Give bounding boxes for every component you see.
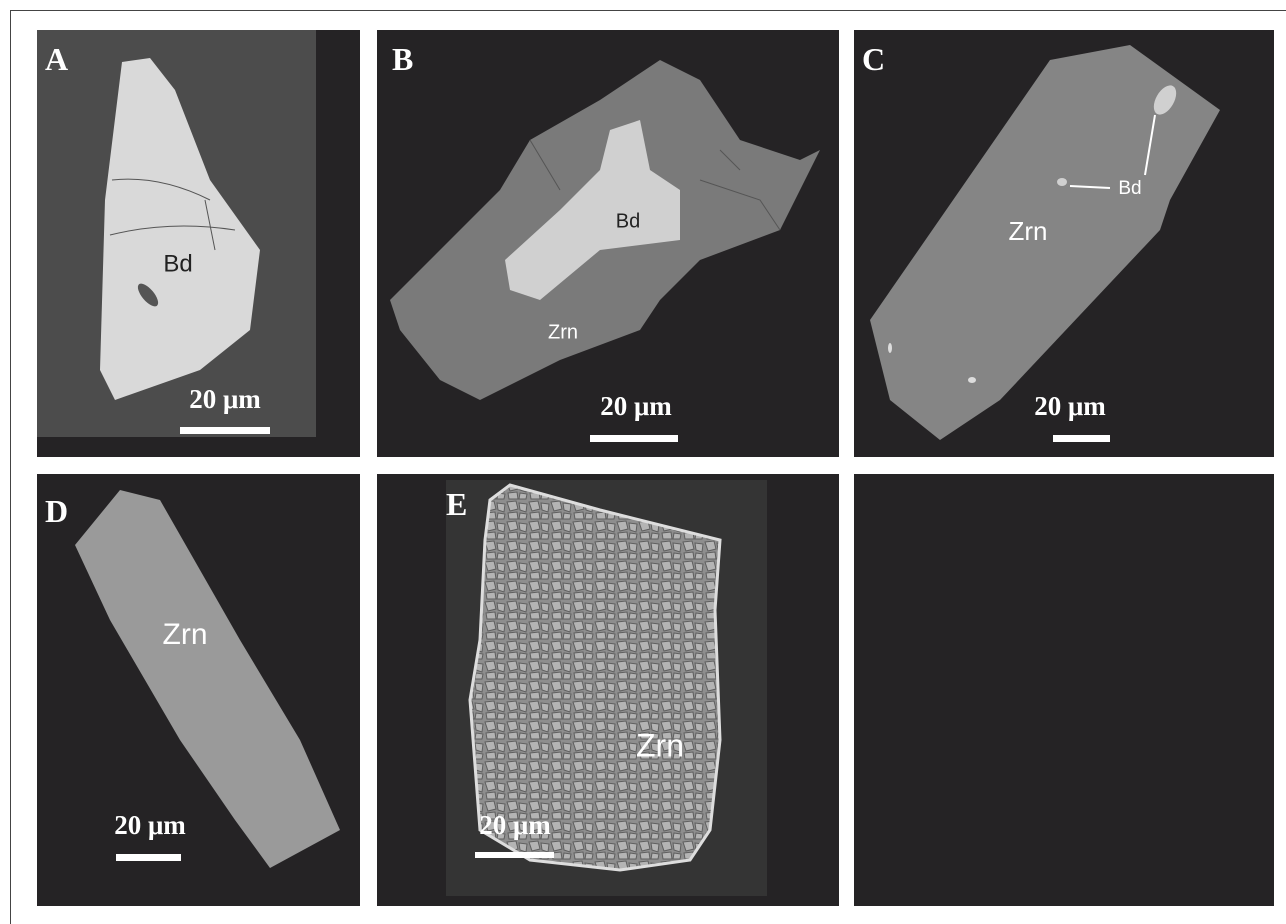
label: Bd bbox=[616, 210, 640, 232]
label: Zrn bbox=[163, 618, 208, 651]
label: Zrn bbox=[1009, 216, 1048, 246]
figure: A Bd 20 μm B Bd Zrn 20 μm C Zrn Bd 20 μm… bbox=[0, 0, 1286, 924]
panel-letter: B bbox=[392, 41, 413, 77]
scale-text: 20 μm bbox=[479, 810, 551, 840]
panel-c: C Zrn Bd 20 μm bbox=[854, 30, 1274, 457]
panel-empty bbox=[854, 474, 1274, 906]
panel-letter: E bbox=[446, 486, 467, 522]
panel-d: D Zrn 20 μm bbox=[37, 474, 360, 906]
panel-letter: D bbox=[45, 493, 68, 529]
panel-letter: C bbox=[862, 41, 885, 77]
panel-a: A Bd 20 μm bbox=[37, 30, 360, 457]
label: Bd bbox=[163, 250, 192, 277]
scale-text: 20 μm bbox=[600, 391, 672, 421]
label: Bd bbox=[1118, 178, 1141, 199]
panel-e: E Zrn 20 μm bbox=[377, 474, 839, 906]
panel-b: B Bd Zrn 20 μm bbox=[377, 30, 839, 457]
scale-text: 20 μm bbox=[114, 810, 186, 840]
scale-text: 20 μm bbox=[189, 384, 261, 414]
label: Zrn bbox=[548, 321, 578, 343]
panel-letter: A bbox=[45, 41, 68, 77]
scale-text: 20 μm bbox=[1034, 391, 1106, 421]
label: Zrn bbox=[636, 727, 684, 763]
